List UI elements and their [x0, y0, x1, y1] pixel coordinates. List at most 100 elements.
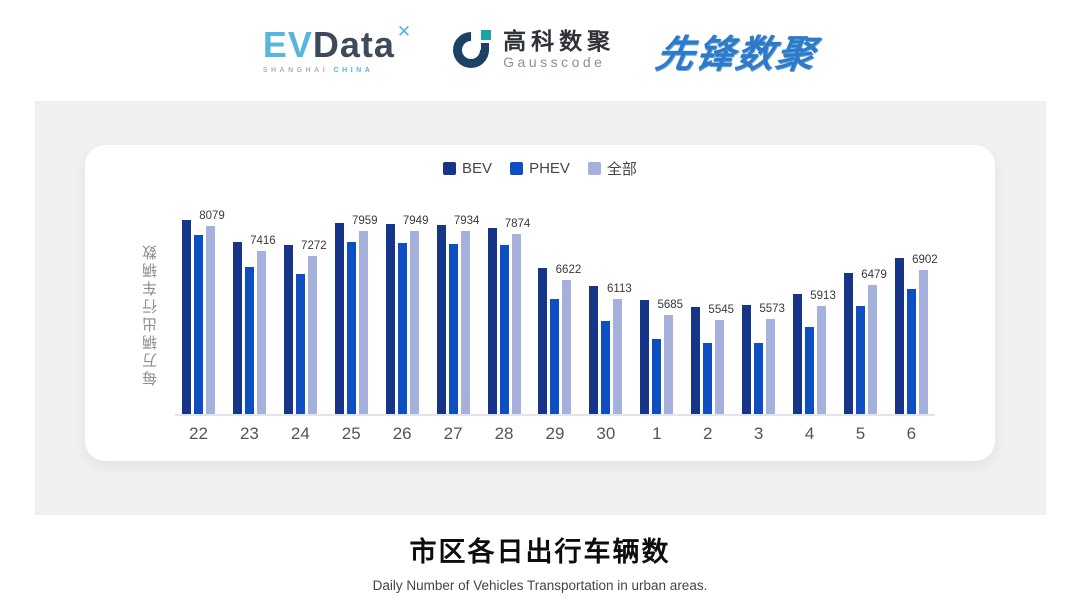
evdata-ev-text: EV: [262, 23, 313, 65]
bar-group-24: 7272 24: [283, 194, 327, 443]
bar-全部: [358, 231, 368, 414]
x-tick-label: 2: [702, 424, 713, 443]
bar-group-3: 5573 3: [742, 194, 785, 443]
evdata-star-icon: ✕: [396, 21, 412, 41]
x-tick-label: 6: [906, 424, 917, 443]
bar-value-label: 6622: [555, 264, 582, 276]
legend-label: BEV: [462, 160, 493, 177]
legend-label: 全部: [606, 161, 637, 178]
x-tick-label: 25: [341, 424, 361, 443]
x-tick-label: 29: [545, 424, 565, 443]
bar-PHEV: [855, 306, 865, 414]
x-tick-label: 3: [753, 424, 764, 443]
bar-PHEV: [754, 343, 764, 414]
x-tick-label: 30: [596, 424, 616, 443]
bar-BEV: [640, 300, 650, 414]
evdata-data-text: Data: [312, 23, 395, 65]
bar-BEV: [436, 225, 446, 414]
bar-BEV: [334, 223, 344, 414]
bar-group-29: 6622 29: [538, 194, 581, 443]
bar-group-22: 8079 22: [182, 194, 225, 443]
pioneer-logo: 先锋数聚: [652, 33, 821, 76]
bar-BEV: [182, 220, 191, 414]
chart-legend: BEV PHEV 全部: [85, 158, 995, 179]
bar-全部: [715, 320, 725, 414]
bar-BEV: [793, 294, 803, 414]
evdata-logo: EV Data ✕ SHANGHAI CHINA: [262, 23, 411, 74]
legend-swatch-icon: [510, 162, 524, 175]
gausscode-logo: 高科数聚 Gausscode: [445, 24, 615, 76]
bar-全部: [562, 280, 572, 414]
caption: 市区各日出行车辆数 Daily Number of Vehicles Trans…: [0, 530, 1080, 593]
evdata-shanghai-text: SHANGHAI: [262, 66, 329, 74]
bar-value-label: 7874: [504, 218, 531, 230]
bar-PHEV: [346, 242, 356, 414]
bar-PHEV: [652, 339, 662, 414]
bar-value-label: 6113: [607, 283, 632, 295]
bar-PHEV: [194, 235, 203, 414]
bar-BEV: [742, 305, 752, 414]
x-tick-label: 5: [855, 424, 866, 443]
legend-item-PHEV[interactable]: PHEV: [510, 160, 570, 177]
bar-value-label: 8079: [199, 210, 225, 222]
bar-group-28: 7874 28: [487, 194, 530, 443]
chart-card: BEV PHEV 全部 每万辆出行车辆数 8079 22 7416 23 7272 24 795…: [85, 145, 995, 461]
x-tick-label: 26: [392, 424, 412, 443]
bar-全部: [817, 306, 827, 414]
bar-全部: [409, 231, 419, 414]
bar-group-23: 7416 23: [232, 194, 276, 443]
y-axis-title: 每万辆出行车辆数: [142, 242, 159, 386]
bar-BEV: [232, 242, 242, 414]
legend-item-BEV[interactable]: BEV: [443, 160, 492, 177]
bar-value-label: 5573: [759, 303, 785, 315]
bar-PHEV: [703, 343, 713, 414]
bar-全部: [613, 299, 623, 414]
bar-全部: [511, 234, 521, 414]
x-tick-label: 4: [804, 424, 815, 443]
bar-全部: [664, 315, 674, 414]
header-logos: EV Data ✕ SHANGHAI CHINA 高科数聚 Gausscode 先锋…: [0, 0, 1080, 100]
bar-全部: [206, 226, 215, 414]
bar-value-label: 7416: [250, 235, 276, 247]
legend-swatch-icon: [443, 162, 457, 175]
legend-item-全部[interactable]: 全部: [587, 158, 637, 179]
bar-PHEV: [448, 244, 458, 414]
bar-value-label: 5913: [810, 290, 836, 302]
bar-group-4: 5913 4: [793, 194, 836, 443]
bar-value-label: 6902: [912, 254, 938, 266]
bar-value-label: 7272: [301, 240, 327, 252]
bar-BEV: [589, 286, 599, 414]
bar-value-label: 5545: [708, 304, 735, 316]
x-tick-label: 23: [239, 424, 259, 443]
bar-BEV: [894, 258, 904, 414]
bar-PHEV: [295, 274, 305, 414]
chart-title: 市区各日出行车辆数: [409, 537, 671, 567]
bar-value-label: 7934: [453, 215, 480, 227]
bar-group-25: 7959 25: [334, 194, 378, 443]
bar-value-label: 6479: [861, 269, 887, 281]
chart-subtitle: Daily Number of Vehicles Transportation …: [372, 578, 708, 593]
legend-swatch-icon: [587, 162, 601, 175]
bar-BEV: [691, 307, 701, 414]
bar-PHEV: [550, 299, 560, 414]
bar-BEV: [538, 268, 548, 414]
bar-PHEV: [499, 245, 509, 414]
bar-group-26: 7949 26: [385, 194, 428, 443]
evdata-wordmark: EV Data ✕: [262, 23, 411, 65]
bar-全部: [256, 251, 266, 414]
bar-value-label: 7949: [402, 215, 429, 227]
bar-group-1: 5685 1: [640, 194, 683, 443]
bar-group-6: 6902 6: [894, 194, 938, 443]
x-tick-label: 28: [494, 424, 514, 443]
x-tick-label: 1: [652, 424, 662, 443]
x-tick-label: 24: [290, 424, 310, 443]
bar-value-label: 5685: [657, 299, 684, 311]
bar-全部: [867, 285, 877, 414]
bar-PHEV: [805, 327, 815, 414]
bar-PHEV: [244, 267, 254, 414]
bar-PHEV: [601, 321, 611, 414]
bar-全部: [918, 270, 928, 414]
plot-area: 8079 22 7416 23 7272 24 7959 25 7949 26 7934 27 7874…: [175, 194, 938, 443]
bar-全部: [766, 319, 776, 414]
